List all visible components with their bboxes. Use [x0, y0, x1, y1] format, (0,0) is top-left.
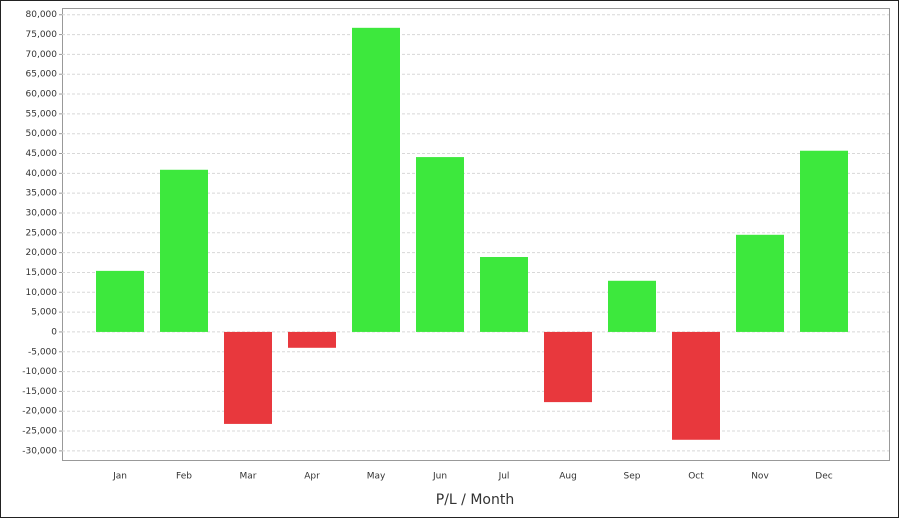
bar: [160, 169, 208, 332]
x-tick-label: Mar: [240, 472, 257, 482]
y-tick-label: 70,000: [26, 50, 58, 60]
y-tick-label: 30,000: [26, 208, 58, 218]
y-tick-label: 0: [51, 327, 57, 337]
x-tick-label: Jul: [498, 472, 510, 482]
x-tick-label: Sep: [624, 472, 641, 482]
bar: [96, 270, 144, 332]
y-tick-label: 40,000: [26, 169, 58, 179]
y-tick-label: -25,000: [22, 427, 57, 437]
bar: [224, 331, 272, 424]
y-tick-label: 35,000: [26, 189, 58, 199]
x-tick-label: Jun: [432, 472, 447, 482]
bar: [608, 280, 656, 332]
y-tick-label: 80,000: [26, 10, 58, 20]
x-tick-label: Feb: [176, 472, 192, 482]
y-tick-label: -15,000: [22, 387, 57, 397]
x-tick-label: Jan: [112, 472, 127, 482]
bar: [352, 27, 400, 332]
y-tick-label: 60,000: [26, 90, 58, 100]
x-tick-label: May: [367, 472, 386, 482]
y-tick-label: 10,000: [26, 288, 58, 298]
x-tick-label: Apr: [304, 472, 320, 482]
y-tick-label: 45,000: [26, 149, 58, 159]
bar: [672, 331, 720, 440]
y-tick-label: -5,000: [28, 347, 57, 357]
bar: [288, 331, 336, 348]
y-tick-label: 5,000: [31, 308, 57, 318]
y-tick-label: -30,000: [22, 446, 57, 456]
y-tick-label: 15,000: [26, 268, 58, 278]
x-axis-label: P/L / Month: [436, 492, 514, 508]
bar: [800, 150, 848, 332]
y-tick-label: 25,000: [26, 228, 58, 238]
y-tick-label: 75,000: [26, 30, 58, 40]
bar: [544, 331, 592, 403]
x-tick-label: Nov: [751, 472, 769, 482]
y-tick-label: 65,000: [26, 70, 58, 80]
y-tick-label: -10,000: [22, 367, 57, 377]
x-tick-label: Aug: [559, 472, 577, 482]
y-tick-label: 50,000: [26, 129, 58, 139]
x-tick-label: Dec: [815, 472, 832, 482]
x-tick-label: Oct: [688, 472, 704, 482]
y-tick-label: 55,000: [26, 109, 58, 119]
y-tick-label: -20,000: [22, 407, 57, 417]
bar: [736, 234, 784, 332]
y-tick-label: 20,000: [26, 248, 58, 258]
bar: [416, 157, 464, 332]
bar: [480, 256, 528, 332]
